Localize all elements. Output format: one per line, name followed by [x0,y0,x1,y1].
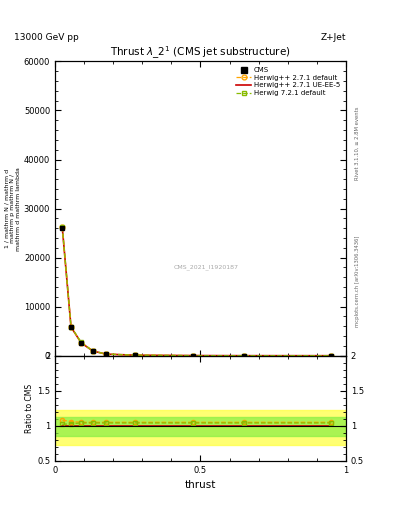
Y-axis label: 1 / mathrm N / mathrm d
mathrm p mathrm N /
mathrm d mathrm lambda: 1 / mathrm N / mathrm d mathrm p mathrm … [4,166,21,250]
X-axis label: thrust: thrust [185,480,216,490]
Text: mcplots.cern.ch [arXiv:1306.3436]: mcplots.cern.ch [arXiv:1306.3436] [355,236,360,327]
Text: Z+Jet: Z+Jet [320,33,346,42]
Legend: CMS, Herwig++ 2.7.1 default, Herwig++ 2.7.1 UE-EE-5, Herwig 7.2.1 default: CMS, Herwig++ 2.7.1 default, Herwig++ 2.… [234,65,342,98]
Text: Rivet 3.1.10, ≥ 2.8M events: Rivet 3.1.10, ≥ 2.8M events [355,106,360,180]
Text: 13000 GeV pp: 13000 GeV pp [14,33,79,42]
Y-axis label: Ratio to CMS: Ratio to CMS [25,383,34,433]
Text: CMS_2021_I1920187: CMS_2021_I1920187 [174,265,239,270]
Title: Thrust $\lambda\_2^1$ (CMS jet substructure): Thrust $\lambda\_2^1$ (CMS jet substruct… [110,44,291,61]
